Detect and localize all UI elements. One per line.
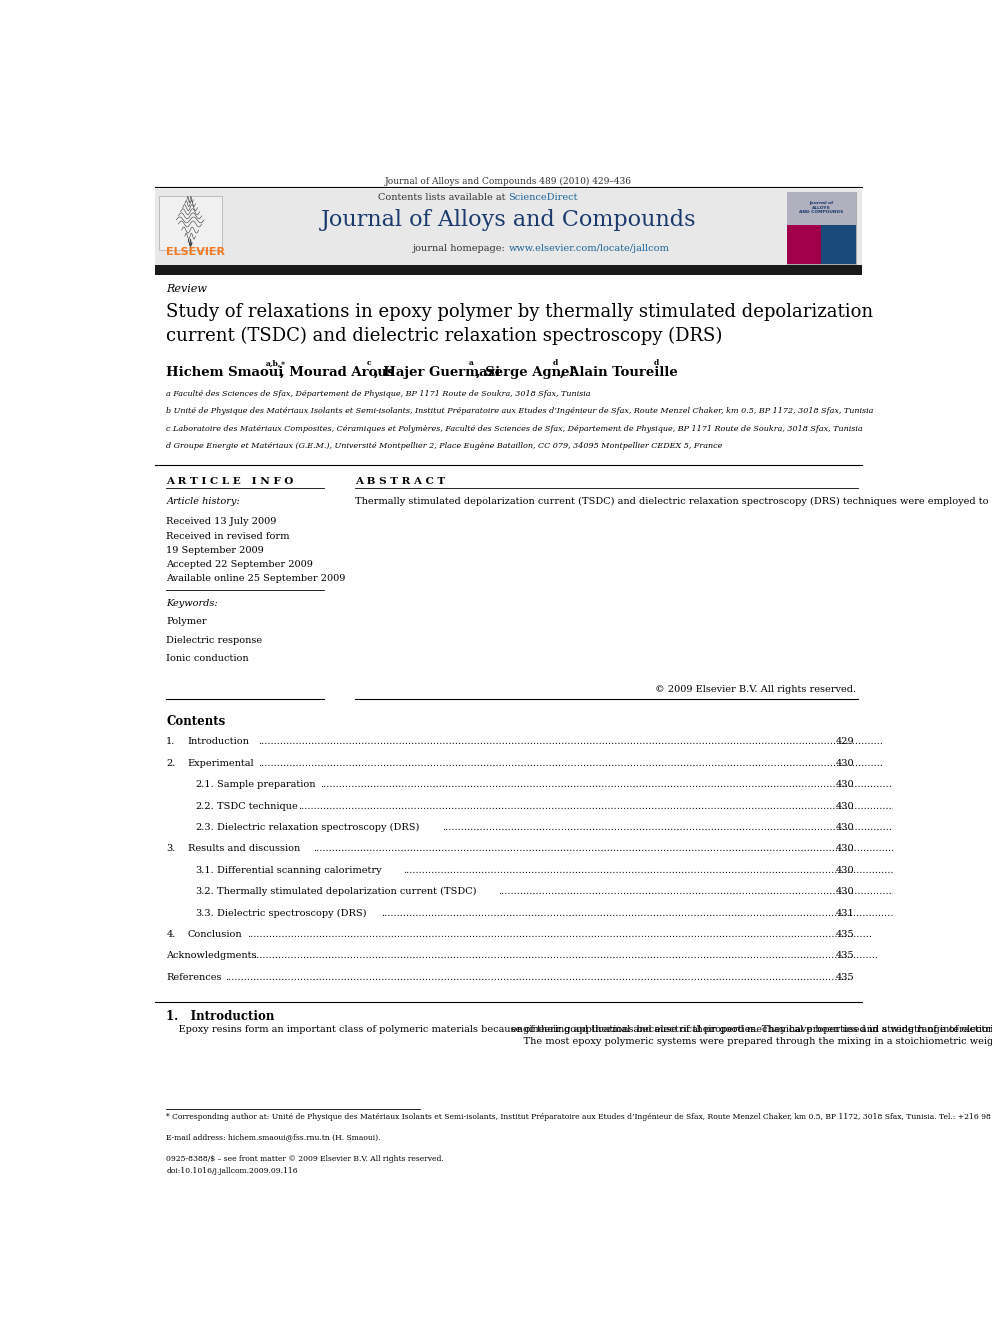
FancyBboxPatch shape (787, 225, 821, 263)
Text: 3.2.: 3.2. (195, 888, 214, 896)
Text: A B S T R A C T: A B S T R A C T (355, 476, 444, 486)
Text: 4.: 4. (167, 930, 176, 939)
Text: Results and discussion: Results and discussion (187, 844, 300, 853)
Text: Dielectric spectroscopy (DRS): Dielectric spectroscopy (DRS) (217, 909, 366, 918)
Text: ................................................................................: ........................................… (320, 781, 945, 790)
Text: Polymer: Polymer (167, 617, 207, 626)
Text: Available online 25 September 2009: Available online 25 September 2009 (167, 574, 345, 583)
Text: Thermally stimulated depolarization current (TSDC) and dielectric relaxation spe: Thermally stimulated depolarization curr… (355, 497, 992, 507)
Text: Differential scanning calorimetry: Differential scanning calorimetry (217, 865, 382, 875)
Text: 2.2.: 2.2. (195, 802, 214, 811)
Text: 2.1.: 2.1. (195, 781, 214, 790)
Text: , Alain Toureille: , Alain Toureille (559, 365, 678, 378)
Text: Epoxy resins form an important class of polymeric materials because of their goo: Epoxy resins form an important class of … (167, 1024, 992, 1033)
Text: Sample preparation: Sample preparation (217, 781, 315, 790)
Text: ................................................................................: ........................................… (442, 823, 992, 832)
Text: Dielectric relaxation spectroscopy (DRS): Dielectric relaxation spectroscopy (DRS) (217, 823, 420, 832)
Text: Article history:: Article history: (167, 497, 240, 505)
FancyBboxPatch shape (787, 192, 856, 225)
Text: 431: 431 (835, 909, 854, 918)
Text: d Groupe Energie et Matériaux (G.E.M.), Université Montpellier 2, Place Eugène B: d Groupe Energie et Matériaux (G.E.M.), … (167, 442, 722, 450)
Text: Journal of Alloys and Compounds: Journal of Alloys and Compounds (320, 209, 696, 232)
Text: 430: 430 (835, 844, 854, 853)
Text: ELSEVIER: ELSEVIER (167, 246, 225, 257)
Text: ................................................................................: ........................................… (381, 909, 992, 918)
Text: d: d (654, 360, 659, 368)
Text: Received 13 July 2009: Received 13 July 2009 (167, 517, 277, 527)
Text: ................................................................................: ........................................… (247, 930, 872, 939)
Text: © 2009 Elsevier B.V. All rights reserved.: © 2009 Elsevier B.V. All rights reserved… (655, 685, 856, 695)
Text: ................................................................................: ........................................… (404, 865, 992, 875)
FancyBboxPatch shape (821, 225, 856, 263)
Text: 430: 430 (835, 802, 854, 811)
Text: Contents: Contents (167, 714, 225, 728)
Text: d: d (553, 360, 558, 368)
Text: ................................................................................: ........................................… (258, 759, 883, 767)
Text: 435: 435 (835, 930, 854, 939)
Text: ................................................................................: ........................................… (498, 888, 992, 896)
Text: Journal of
ALLOYS
AND COMPOUNDS: Journal of ALLOYS AND COMPOUNDS (800, 201, 843, 214)
Text: journal homepage:: journal homepage: (413, 243, 509, 253)
Text: ................................................................................: ........................................… (299, 802, 924, 811)
Text: Dielectric response: Dielectric response (167, 635, 263, 644)
Text: Ionic conduction: Ionic conduction (167, 654, 249, 663)
Text: 0925-8388/$ – see front matter © 2009 Elsevier B.V. All rights reserved.: 0925-8388/$ – see front matter © 2009 El… (167, 1155, 444, 1163)
Text: 435: 435 (835, 951, 854, 960)
Text: Conclusion: Conclusion (187, 930, 242, 939)
Text: 429: 429 (835, 737, 854, 746)
Text: Thermally stimulated depolarization current (TSDC): Thermally stimulated depolarization curr… (217, 888, 476, 896)
Text: 430: 430 (835, 781, 854, 790)
Text: a Faculté des Sciences de Sfax, Département de Physique, BP 1171 Route de Soukra: a Faculté des Sciences de Sfax, Départem… (167, 390, 591, 398)
Text: c: c (367, 360, 372, 368)
Text: Accepted 22 September 2009: Accepted 22 September 2009 (167, 560, 313, 569)
Text: References: References (167, 972, 222, 982)
Text: 19 September 2009: 19 September 2009 (167, 546, 264, 554)
Text: 1.   Introduction: 1. Introduction (167, 1011, 275, 1024)
Text: TSDC technique: TSDC technique (217, 802, 298, 811)
Text: 430: 430 (835, 865, 854, 875)
Text: ................................................................................: ........................................… (225, 972, 850, 982)
Text: , Serge Agnel: , Serge Agnel (476, 365, 574, 378)
Text: 430: 430 (835, 888, 854, 896)
Text: 3.3.: 3.3. (195, 909, 214, 918)
Text: c Laboratoire des Matériaux Composites, Céramiques et Polymères, Faculté des Sci: c Laboratoire des Matériaux Composites, … (167, 425, 863, 433)
Text: Review: Review (167, 284, 207, 294)
Text: 2.3.: 2.3. (195, 823, 214, 832)
Text: , Hajer Guermazi: , Hajer Guermazi (374, 365, 500, 378)
Text: Hichem Smaoui: Hichem Smaoui (167, 365, 284, 378)
Text: Keywords:: Keywords: (167, 599, 218, 607)
Text: ................................................................................: ........................................… (258, 737, 883, 746)
Text: Acknowledgments: Acknowledgments (167, 951, 257, 960)
Text: 435: 435 (835, 972, 854, 982)
Text: ................................................................................: ........................................… (313, 844, 938, 853)
Text: Contents lists available at: Contents lists available at (378, 193, 509, 202)
FancyBboxPatch shape (787, 192, 856, 263)
Text: 1.: 1. (167, 737, 176, 746)
Text: ScienceDirect: ScienceDirect (509, 193, 578, 202)
Text: 3.: 3. (167, 844, 176, 853)
Text: Experimental: Experimental (187, 759, 254, 767)
Text: www.elsevier.com/locate/jallcom: www.elsevier.com/locate/jallcom (509, 243, 670, 253)
Text: 2.: 2. (167, 759, 176, 767)
Text: A R T I C L E   I N F O: A R T I C L E I N F O (167, 476, 294, 486)
Text: engineering applications because of their good mechanical properties and strengt: engineering applications because of thei… (511, 1024, 992, 1045)
Text: ................................................................................: ........................................… (253, 951, 878, 960)
Text: 430: 430 (835, 759, 854, 767)
Text: , Mourad Arous: , Mourad Arous (280, 365, 395, 378)
Text: 3.1.: 3.1. (195, 865, 214, 875)
Text: 430: 430 (835, 823, 854, 832)
Text: E-mail address: hichem.smaoui@fss.rnu.tn (H. Smaoui).: E-mail address: hichem.smaoui@fss.rnu.tn… (167, 1134, 381, 1142)
Text: a: a (469, 360, 474, 368)
Text: Received in revised form: Received in revised form (167, 532, 290, 541)
FancyBboxPatch shape (155, 189, 862, 266)
FancyBboxPatch shape (155, 265, 862, 275)
Text: Journal of Alloys and Compounds 489 (2010) 429–436: Journal of Alloys and Compounds 489 (201… (385, 177, 632, 187)
FancyBboxPatch shape (159, 196, 221, 250)
Text: b Unité de Physique des Matériaux Isolants et Semi-isolants, Institut Préparatoi: b Unité de Physique des Matériaux Isolan… (167, 407, 874, 415)
Text: a,b,∗: a,b,∗ (266, 360, 287, 368)
Text: Introduction: Introduction (187, 737, 250, 746)
Text: doi:10.1016/j.jallcom.2009.09.116: doi:10.1016/j.jallcom.2009.09.116 (167, 1167, 298, 1175)
Text: Study of relaxations in epoxy polymer by thermally stimulated depolarization
cur: Study of relaxations in epoxy polymer by… (167, 303, 873, 345)
Text: * Corresponding author at: Unité de Physique des Matériaux Isolants et Semi-isol: * Corresponding author at: Unité de Phys… (167, 1113, 992, 1122)
